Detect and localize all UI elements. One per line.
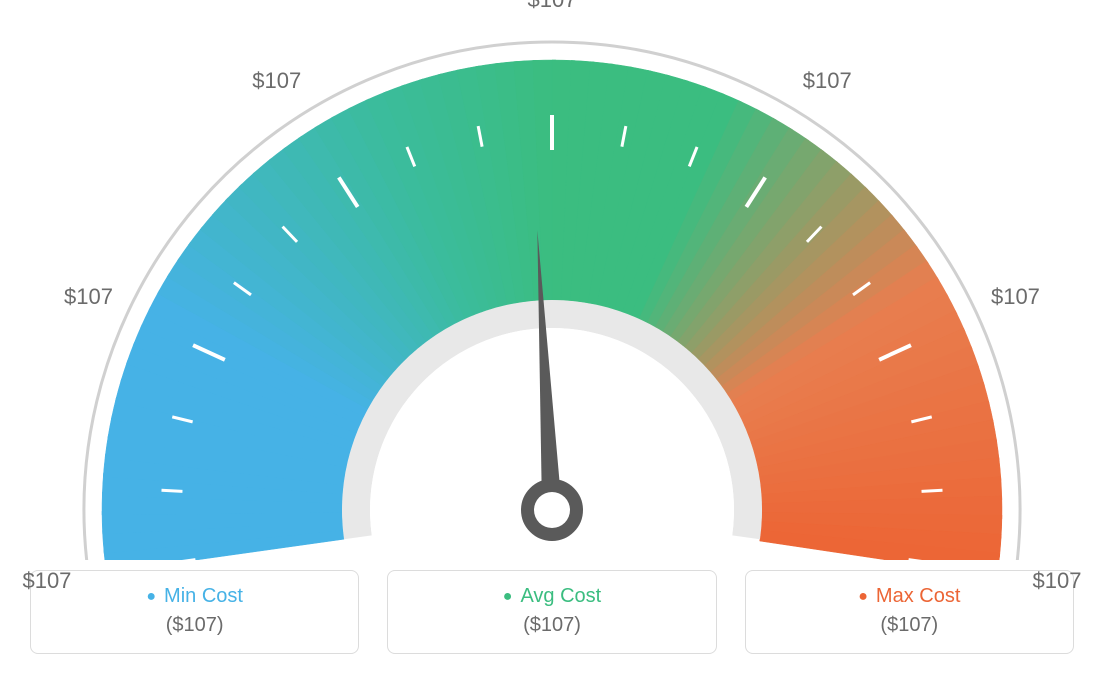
gauge-tick-label: $107 <box>64 284 113 310</box>
legend-card-max-cost: Max Cost ($107) <box>745 570 1074 654</box>
legend-value: ($107) <box>756 614 1063 637</box>
legend-value: ($107) <box>398 614 705 637</box>
gauge-tick-label: $107 <box>22 568 71 594</box>
legend-value: ($107) <box>41 614 348 637</box>
legend-label: Avg Cost <box>398 585 705 608</box>
legend-row: Min Cost ($107) Avg Cost ($107) Max Cost ($10… <box>0 570 1104 654</box>
gauge-tick-label: $107 <box>991 284 1040 310</box>
gauge-tick-label: $107 <box>252 68 301 94</box>
gauge-tick-label: $107 <box>528 0 577 13</box>
gauge-tick-label: $107 <box>1033 568 1082 594</box>
legend-label: Min Cost <box>41 585 348 608</box>
gauge-tick-label: $107 <box>803 68 852 94</box>
gauge-chart: $107$107$107$107$107$107$107 <box>0 0 1104 560</box>
gauge-svg <box>0 0 1104 560</box>
legend-label: Max Cost <box>756 585 1063 608</box>
legend-card-avg-cost: Avg Cost ($107) <box>387 570 716 654</box>
legend-card-min-cost: Min Cost ($107) <box>30 570 359 654</box>
